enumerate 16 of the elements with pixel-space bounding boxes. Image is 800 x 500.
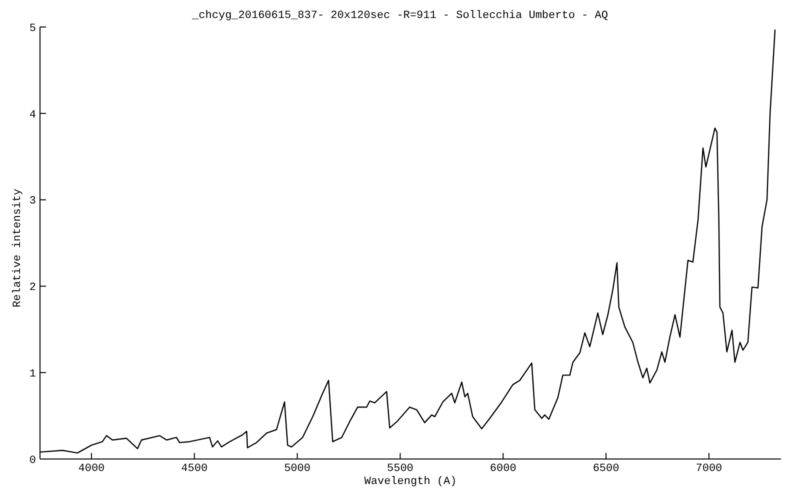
x-tick-label: 6500 <box>592 462 620 475</box>
x-tick-label: 4500 <box>181 462 208 475</box>
x-tick-label: 4000 <box>78 462 105 475</box>
y-tick-label: 3 <box>29 196 36 208</box>
x-tick-label: 5500 <box>387 462 414 475</box>
x-axis-title: Wavelength (A) <box>363 476 458 488</box>
x-tick-label: 5000 <box>284 462 310 475</box>
y-tick-label: 5 <box>29 22 36 35</box>
y-tick-label: 2 <box>29 282 36 294</box>
y-tick-label: 4 <box>29 109 36 122</box>
y-tick-label: 0 <box>29 454 36 467</box>
y-axis-title: Relative intensity <box>12 188 24 308</box>
chart-title: _chcyg_20160615_837- 20x120sec -R=911 - Sollecchia Umberto - AQ <box>191 10 609 22</box>
y-tick-label: 1 <box>29 368 36 381</box>
x-tick-label: 6000 <box>490 462 516 475</box>
x-tick-label: 7000 <box>696 462 722 475</box>
